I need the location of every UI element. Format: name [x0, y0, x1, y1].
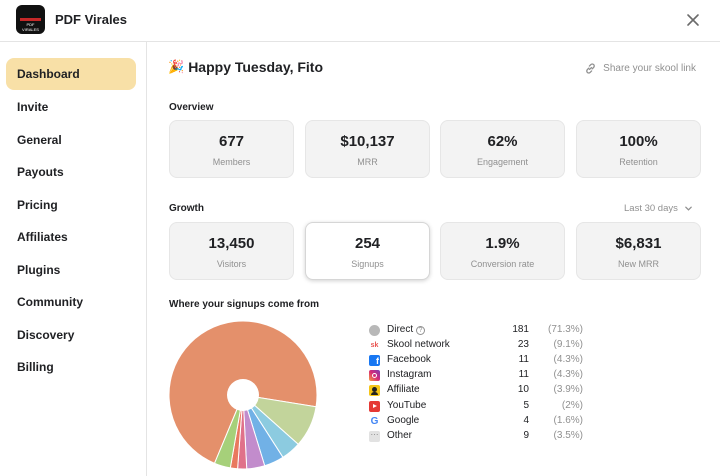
pie-center-hole [227, 379, 259, 411]
engagement-card[interactable]: 62% Engagement [440, 120, 565, 178]
legend-name: Direct ? [387, 324, 425, 335]
retention-value: 100% [619, 133, 658, 150]
new-mrr-value: $6,831 [615, 235, 662, 252]
legend-name: Other [387, 430, 413, 441]
overview-title: Overview [169, 102, 214, 113]
link-icon [586, 63, 595, 74]
engagement-label: Engagement [476, 157, 529, 167]
legend-count: 5 [523, 400, 529, 411]
share-link-label: Share your skool link [603, 63, 696, 74]
legend-percent: (3.9%) [553, 384, 583, 395]
signup-sources-pie-chart [168, 320, 318, 470]
retention-label: Retention [619, 157, 658, 167]
mrr-card[interactable]: $10,137 MRR [305, 120, 430, 178]
sidebar: Dashboard Invite General Payouts Pricing… [0, 42, 147, 476]
legend-row-youtube: YouTube 5 (2%) [369, 399, 585, 414]
info-icon[interactable]: ? [415, 326, 425, 335]
legend-row-google: G Google 4 (1.6%) [369, 414, 585, 429]
legend-name: Google [387, 415, 420, 426]
members-value: 677 [218, 133, 245, 150]
sidebar-item-billing[interactable]: Billing [17, 360, 54, 374]
legend-name: Affiliate [387, 384, 420, 395]
legend-row-direct: Direct ? 181 (71.3%) [369, 323, 585, 338]
legend-count: 9 [523, 430, 529, 441]
skool-icon: sk [370, 342, 379, 349]
conversion-rate-label: Conversion rate [470, 259, 535, 269]
google-icon: G [370, 416, 379, 427]
facebook-icon: f [369, 355, 380, 366]
legend-name: Instagram [387, 369, 432, 380]
sidebar-item-invite[interactable]: Invite [17, 100, 49, 114]
close-icon[interactable] [684, 11, 702, 29]
date-range-label: Last 30 days [624, 203, 678, 214]
growth-title: Growth [169, 203, 204, 214]
signups-value: 254 [354, 235, 381, 252]
legend-count: 4 [523, 415, 529, 426]
party-icon: 🎉 [168, 59, 185, 74]
legend-percent: (1.6%) [553, 415, 583, 426]
signup-sources-title: Where your signups come from [169, 299, 320, 310]
legend-row-affiliate: Affiliate 10 (3.9%) [369, 383, 585, 398]
members-card[interactable]: 677 Members [169, 120, 294, 178]
conversion-rate-card[interactable]: 1.9% Conversion rate [440, 222, 565, 280]
legend-name: Skool network [387, 339, 450, 350]
legend-row-facebook: f Facebook 11 (4.3%) [369, 353, 585, 368]
youtube-icon [369, 401, 380, 412]
legend-name: YouTube [387, 400, 427, 411]
legend-count: 11 [518, 369, 529, 380]
legend-percent: (3.5%) [553, 430, 583, 441]
new-mrr-label: New MRR [617, 259, 659, 269]
community-title: PDF Virales [55, 12, 128, 27]
legend-count: 11 [518, 354, 529, 365]
retention-card[interactable]: 100% Retention [576, 120, 701, 178]
legend-percent: (71.3%) [547, 324, 583, 335]
legend-name: Facebook [387, 354, 431, 365]
legend-row-instagram: Instagram 11 (4.3%) [369, 368, 585, 383]
legend-count: 181 [512, 324, 529, 335]
new-mrr-card[interactable]: $6,831 New MRR [576, 222, 701, 280]
logo-stripe [20, 18, 41, 21]
date-range-dropdown[interactable]: Last 30 days [624, 203, 693, 214]
more-icon: ··· [369, 431, 380, 442]
mrr-value: $10,137 [340, 133, 395, 150]
sidebar-item-affiliates[interactable]: Affiliates [17, 230, 68, 244]
sidebar-item-pricing[interactable]: Pricing [17, 198, 58, 212]
signups-card[interactable]: 254 Signups [305, 222, 430, 280]
logo-text: PDF VIRALES [22, 22, 39, 32]
sidebar-item-community[interactable]: Community [17, 295, 83, 309]
visitors-value: 13,450 [208, 235, 255, 252]
page-greeting: 🎉 Happy Tuesday, Fito [168, 59, 323, 75]
sidebar-item-plugins[interactable]: Plugins [17, 263, 61, 277]
instagram-icon [369, 370, 380, 381]
affiliate-icon [369, 385, 380, 396]
sidebar-item-dashboard[interactable]: Dashboard [6, 58, 136, 90]
legend-count: 10 [517, 384, 529, 395]
legend-row-other: ··· Other 9 (3.5%) [369, 429, 585, 444]
signups-label: Signups [351, 259, 384, 269]
sidebar-item-discovery[interactable]: Discovery [17, 328, 75, 342]
globe-icon [369, 325, 380, 336]
share-link-button[interactable]: Share your skool link [584, 62, 696, 75]
chevron-down-icon [685, 206, 692, 211]
legend-percent: (4.3%) [553, 354, 583, 365]
sidebar-item-general[interactable]: General [17, 133, 62, 147]
legend-row-skool-network: sk Skool network 23 (9.1%) [369, 338, 585, 353]
legend-percent: (9.1%) [553, 339, 583, 350]
header: PDF VIRALES PDF Virales [0, 0, 720, 42]
visitors-label: Visitors [216, 259, 247, 269]
greeting-text: Happy Tuesday, Fito [188, 59, 324, 75]
mrr-label: MRR [357, 157, 378, 167]
legend-count: 23 [517, 339, 529, 350]
legend-percent: (2%) [561, 400, 583, 411]
visitors-card[interactable]: 13,450 Visitors [169, 222, 294, 280]
members-label: Members [212, 157, 251, 167]
conversion-rate-value: 1.9% [485, 235, 520, 252]
community-logo[interactable]: PDF VIRALES [16, 5, 45, 34]
sidebar-item-payouts[interactable]: Payouts [17, 165, 64, 179]
pie-slice-other[interactable] [213, 394, 244, 469]
engagement-value: 62% [487, 133, 518, 150]
legend-percent: (4.3%) [553, 369, 583, 380]
